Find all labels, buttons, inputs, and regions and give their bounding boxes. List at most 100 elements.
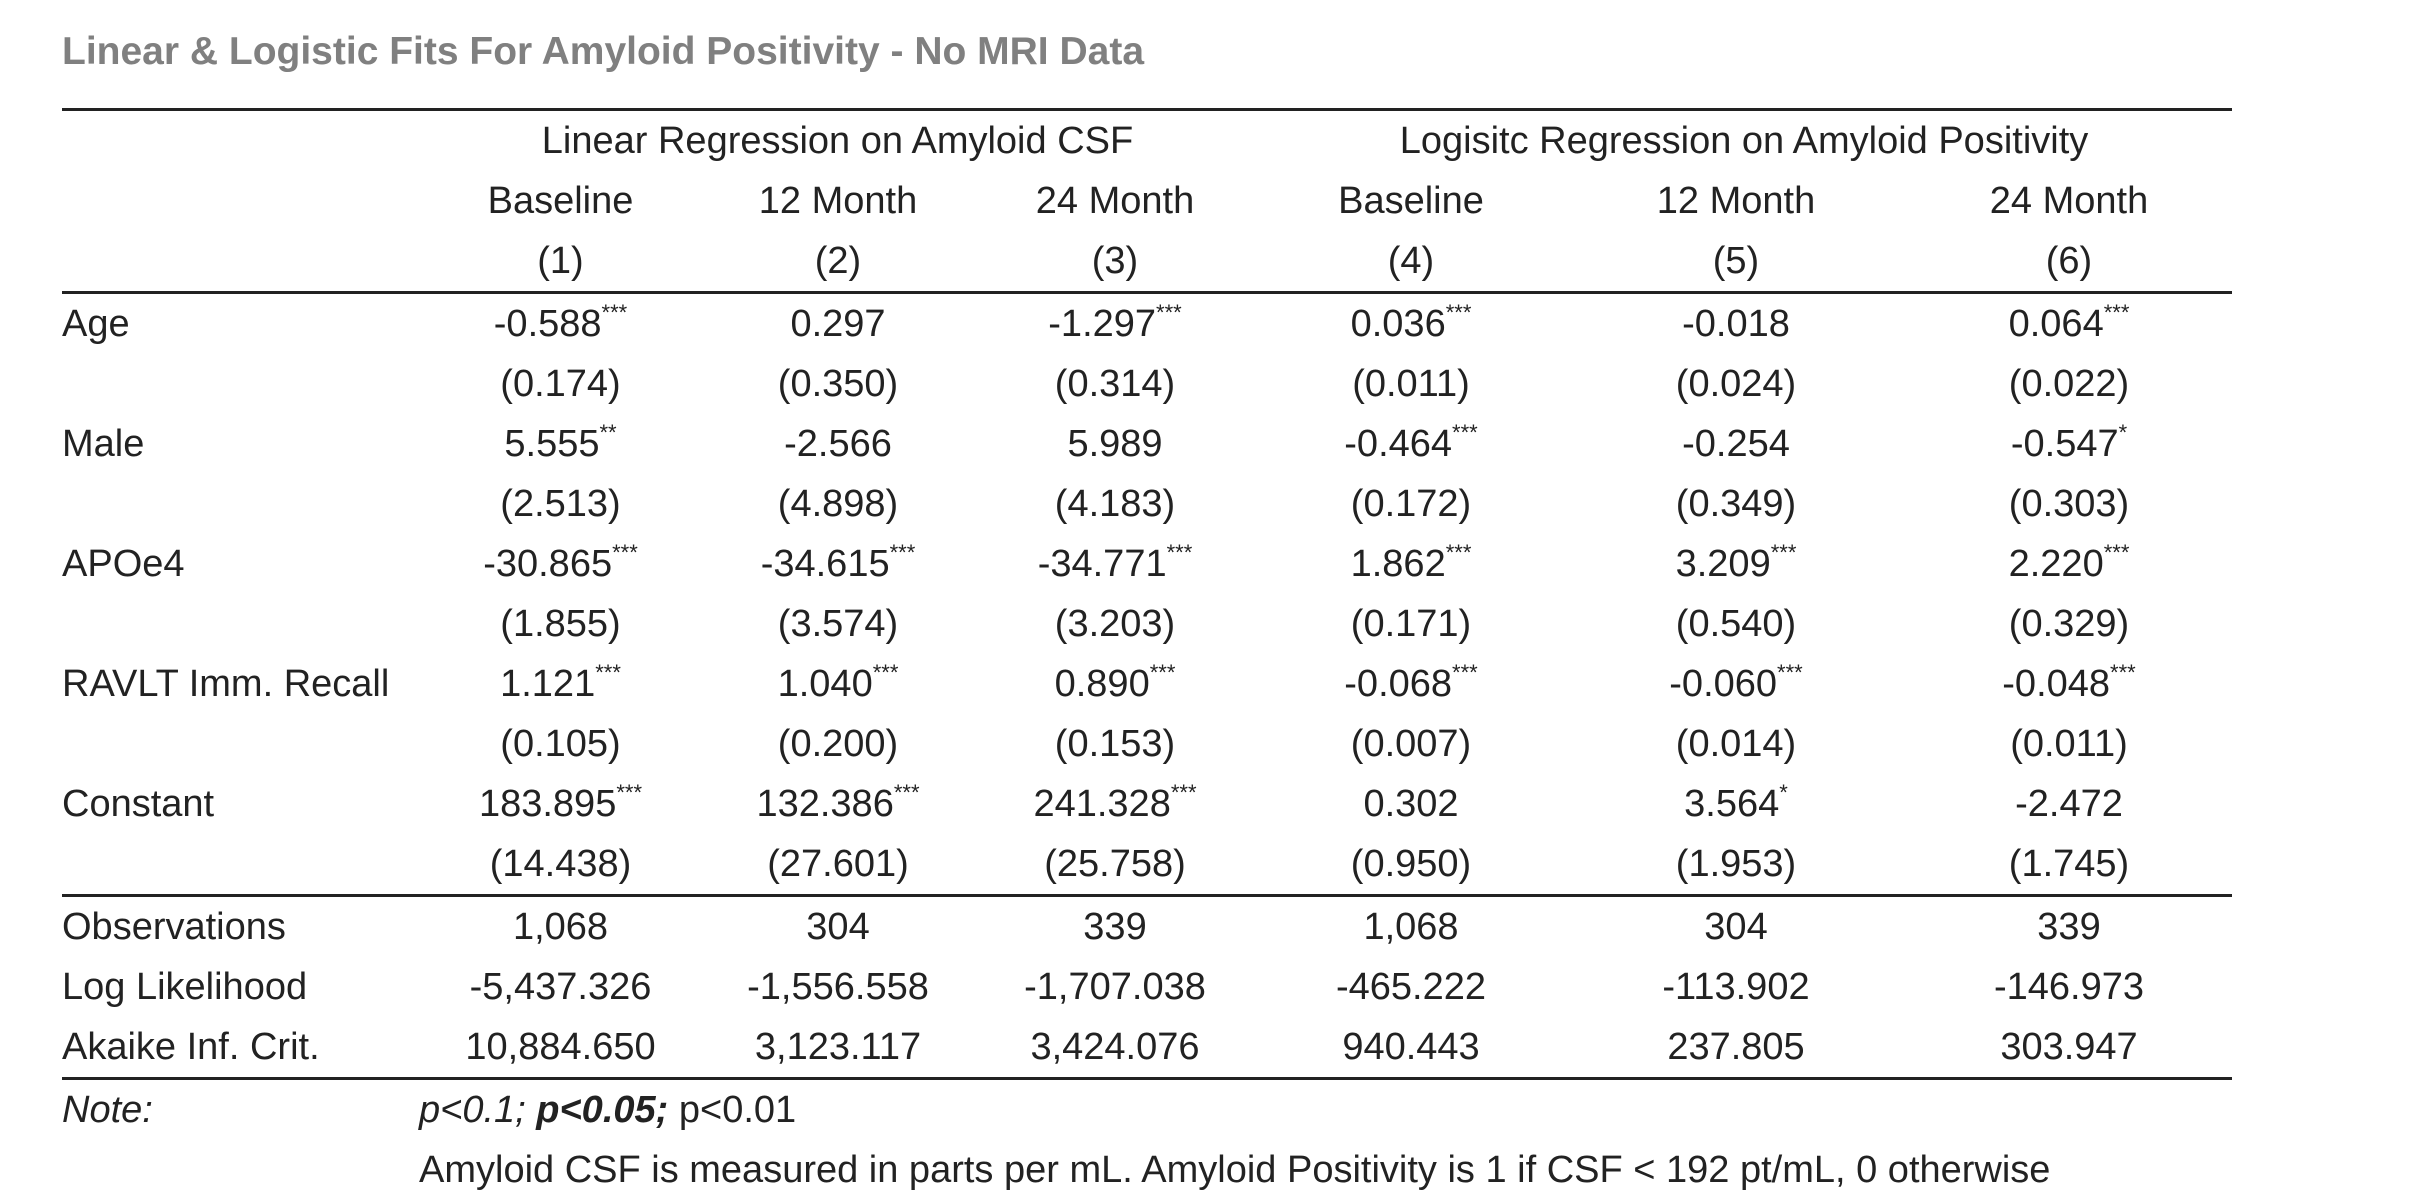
coefficient-value: 3.564 <box>1684 782 1780 825</box>
coefficient-cell: -0.547* <box>1906 414 2232 474</box>
regression-table: Linear Regression on Amyloid CSF Logisit… <box>62 108 2232 1200</box>
coefficient-value: -0.547 <box>2010 422 2119 465</box>
statistic-value: 237.805 <box>1566 1017 1906 1080</box>
p-level-3: p<0.01 <box>678 1088 797 1131</box>
header-spacer <box>62 171 419 231</box>
model-number: (5) <box>1566 231 1906 294</box>
coefficient-cell: 3.209*** <box>1566 534 1906 594</box>
coefficient-cell: -34.615*** <box>702 534 974 594</box>
statistic-label: Akaike Inf. Crit. <box>62 1017 419 1080</box>
coefficient-cell: -30.865*** <box>419 534 702 594</box>
note-label: Note: <box>62 1088 153 1131</box>
statistic-value: 303.947 <box>1906 1017 2232 1080</box>
header-spacer <box>62 231 419 294</box>
p-level-2: p<0.05; <box>536 1088 669 1131</box>
standard-error-cell: (0.172) <box>1350 482 1472 525</box>
note-significance-row: Note: p<0.1; p<0.05; p<0.01 <box>62 1079 2232 1141</box>
standard-error-cell: (0.105) <box>500 722 621 765</box>
coefficient-cell: 0.036*** <box>1256 293 1566 355</box>
significance-stars: *** <box>1445 539 1472 565</box>
coefficient-value: -0.060 <box>1669 662 1778 705</box>
column-period-header: Baseline <box>1338 179 1484 222</box>
standard-error-cell: (0.011) <box>1352 362 1470 405</box>
statistic-value: 1,068 <box>419 894 702 957</box>
significance-stars: *** <box>2110 659 2136 685</box>
model-number-row: (1) (2) (3) (4) (5) (6) <box>62 231 2232 294</box>
standard-error-cell: (0.171) <box>1350 602 1472 645</box>
significance-stars: *** <box>595 659 621 685</box>
coefficient-cell: 1.040*** <box>702 654 974 714</box>
standard-error-cell: (0.349) <box>1675 482 1797 525</box>
coefficient-cell: 1.862*** <box>1256 534 1566 594</box>
coefficient-value: -0.068 <box>1344 662 1453 705</box>
standard-error-row: (2.513) (4.898) (4.183) (0.172) (0.349) (0.30… <box>62 474 2232 534</box>
statistic-value: 339 <box>974 894 1256 957</box>
statistic-value: 940.443 <box>1256 1017 1566 1080</box>
statistics-rows: Observations 1,068 304 339 1,068 304 339 Log Li… <box>62 894 2232 1080</box>
coefficient-cell: 5.555** <box>419 414 702 474</box>
coefficient-cell: -0.464*** <box>1256 414 1566 474</box>
standard-error-cell: (0.153) <box>1054 722 1176 765</box>
statistic-value: 304 <box>1566 894 1906 957</box>
logistic-group-header: Logisitc Regression on Amyloid Positivit… <box>1256 108 2232 171</box>
significance-stars: ** <box>599 419 617 445</box>
standard-error-cell: (0.007) <box>1350 722 1472 765</box>
coefficient-value: 1.862 <box>1350 542 1446 585</box>
coefficient-cell: 5.989 <box>974 414 1256 474</box>
coefficient-row: APOe4 -30.865*** -34.615*** -34.771*** 1.862… <box>62 534 2232 594</box>
coefficient-value: 1.040 <box>777 662 873 705</box>
coefficient-cell: -0.068*** <box>1256 654 1566 714</box>
coefficient-cell: -34.771*** <box>974 534 1256 594</box>
coefficient-cell: -1.297*** <box>974 293 1256 355</box>
statistic-value: -146.973 <box>1993 965 2144 1008</box>
column-period-header: Baseline <box>487 179 634 222</box>
group-header-row: Linear Regression on Amyloid CSF Logisit… <box>62 108 2232 171</box>
coefficient-value: -0.464 <box>1344 422 1453 465</box>
coefficient-value: 5.555 <box>504 422 600 465</box>
standard-error-row: (1.855) (3.574) (3.203) (0.171) (0.540) (0.32… <box>62 594 2232 654</box>
standard-error-cell: (4.898) <box>777 482 899 525</box>
coefficient-value: -0.048 <box>2002 662 2111 705</box>
coefficient-value: 132.386 <box>756 782 894 825</box>
statistic-row: Log Likelihood -5,437.326 -1,556.558 -1,707… <box>62 957 2232 1017</box>
coefficient-cell: -0.048*** <box>1906 654 2232 714</box>
coefficient-value: -34.771 <box>1037 542 1167 585</box>
coefficient-cell: -2.472 <box>1906 774 2232 834</box>
significance-stars: *** <box>1777 659 1803 685</box>
coefficient-value: -0.018 <box>1682 302 1790 345</box>
variable-label: RAVLT Imm. Recall <box>62 662 390 705</box>
row-spacer <box>62 354 419 414</box>
standard-error-cell: (0.014) <box>1675 722 1797 765</box>
standard-error-cell: (4.183) <box>1054 482 1176 525</box>
linear-group-header: Linear Regression on Amyloid CSF <box>419 108 1256 171</box>
coefficient-value: 2.220 <box>2008 542 2104 585</box>
coefficient-cell: 3.564* <box>1566 774 1906 834</box>
coefficient-cell: 0.890*** <box>974 654 1256 714</box>
statistic-value: -465.222 <box>1335 965 1486 1008</box>
coefficient-cell: 241.328*** <box>974 774 1256 834</box>
coefficient-value: -2.566 <box>784 422 892 465</box>
p-level-1: p<0.1; <box>419 1088 526 1131</box>
standard-error-cell: (0.540) <box>1675 602 1797 645</box>
coefficient-cell: -0.254 <box>1566 414 1906 474</box>
coefficient-value: -0.254 <box>1682 422 1790 465</box>
row-spacer <box>62 834 419 896</box>
note-description-row: Amyloid CSF is measured in parts per mL.… <box>62 1140 2232 1200</box>
coefficient-cell: 0.302 <box>1256 774 1566 834</box>
variable-label: Constant <box>62 782 215 825</box>
standard-error-cell: (25.758) <box>1044 842 1186 885</box>
statistic-value: 1,068 <box>1256 894 1566 957</box>
significance-stars: *** <box>1170 779 1197 805</box>
row-spacer <box>62 594 419 654</box>
coefficient-cell: 183.895*** <box>419 774 702 834</box>
significance-stars: *** <box>616 779 643 805</box>
significance-stars: *** <box>1149 659 1176 685</box>
standard-error-cell: (0.303) <box>2008 482 2130 525</box>
standard-error-cell: (3.203) <box>1054 602 1176 645</box>
standard-error-row: (0.105) (0.200) (0.153) (0.007) (0.014) (0.01… <box>62 714 2232 774</box>
table-title: Linear & Logistic Fits For Amyloid Posit… <box>62 30 1145 73</box>
standard-error-cell: (0.022) <box>2008 362 2130 405</box>
standard-error-cell: (0.174) <box>500 362 621 405</box>
statistic-row: Akaike Inf. Crit. 10,884.650 3,123.117 3,42… <box>62 1017 2232 1080</box>
standard-error-cell: (27.601) <box>767 842 909 885</box>
